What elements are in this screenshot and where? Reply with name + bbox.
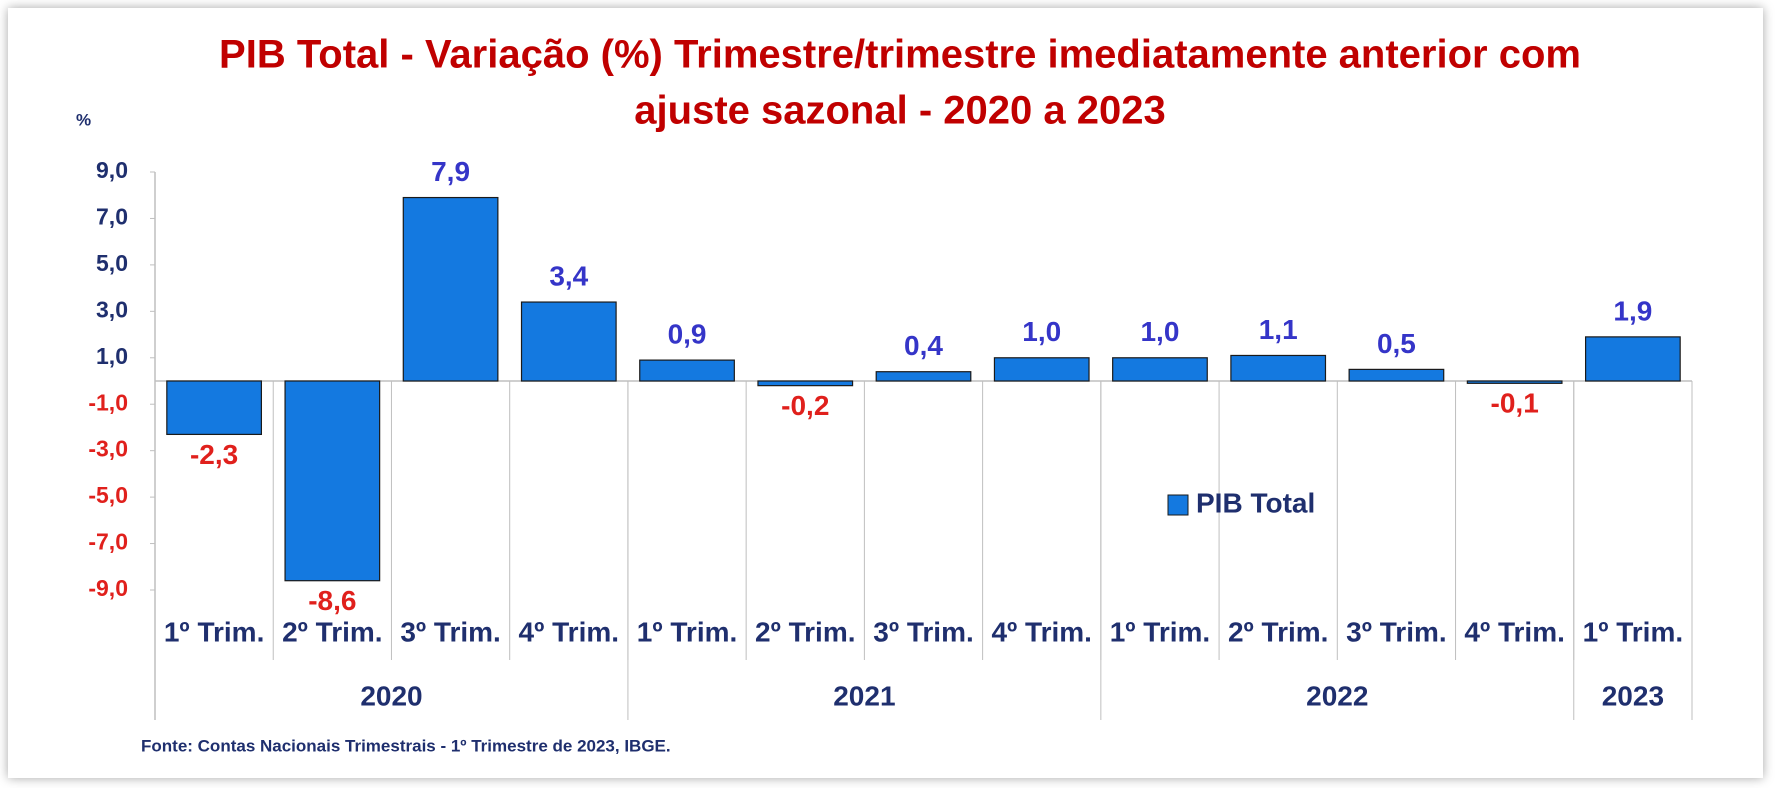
data-label: 3,4 <box>549 260 588 291</box>
data-label: -0,2 <box>781 390 829 421</box>
y-tick-label: -3,0 <box>88 436 128 462</box>
x-tick-label: 2º Trim. <box>755 616 856 647</box>
source-note: Fonte: Contas Nacionais Trimestrais - 1º… <box>141 736 671 755</box>
x-tick-label: 4º Trim. <box>1464 616 1565 647</box>
bar <box>284 380 381 582</box>
legend-label: PIB Total <box>1196 487 1315 518</box>
data-label: 1,1 <box>1259 314 1298 345</box>
x-tick-label: 3º Trim. <box>400 616 501 647</box>
bar <box>1230 354 1327 382</box>
x-tick-label: 3º Trim. <box>873 616 974 647</box>
y-tick-label: 5,0 <box>96 250 128 276</box>
y-tick-label: 1,0 <box>96 343 128 369</box>
chart-title: ajuste sazonal - 2020 a 2023 <box>634 89 1165 133</box>
group-label: 2021 <box>833 680 895 711</box>
group-label: 2023 <box>1602 680 1664 711</box>
x-tick-label: 1º Trim. <box>1110 616 1211 647</box>
bar <box>757 380 854 387</box>
x-tick-label: 1º Trim. <box>1583 616 1684 647</box>
data-label: 1,0 <box>1140 316 1179 347</box>
x-tick-label: 1º Trim. <box>637 616 738 647</box>
x-tick-label: 4º Trim. <box>519 616 620 647</box>
group-label: 2020 <box>360 680 422 711</box>
data-label: 0,9 <box>668 318 707 349</box>
group-label: 2022 <box>1306 680 1368 711</box>
bar <box>520 301 617 382</box>
bar <box>1584 336 1681 382</box>
x-tick-label: 3º Trim. <box>1346 616 1447 647</box>
bar <box>402 196 499 382</box>
bar <box>1112 357 1208 382</box>
data-label: 1,9 <box>1613 295 1652 326</box>
x-tick-label: 4º Trim. <box>991 616 1092 647</box>
x-tick-label: 1º Trim. <box>164 616 265 647</box>
bar <box>166 380 263 436</box>
bar <box>875 371 972 382</box>
data-label: -8,6 <box>308 585 356 616</box>
chart-title: PIB Total - Variação (%) Trimestre/trime… <box>219 33 1581 77</box>
y-tick-label: 3,0 <box>96 296 128 322</box>
bar <box>1466 380 1563 384</box>
bar <box>639 359 735 382</box>
y-axis-label: % <box>76 110 91 129</box>
y-tick-label: -7,0 <box>88 529 128 555</box>
y-tick-label: 7,0 <box>96 204 128 230</box>
y-tick-label: -9,0 <box>88 575 128 601</box>
data-label: -0,1 <box>1491 388 1539 419</box>
data-label: 7,9 <box>431 156 470 187</box>
data-label: 0,4 <box>904 330 943 361</box>
y-tick-label: 9,0 <box>96 157 128 183</box>
bar <box>1348 368 1445 382</box>
bar <box>993 357 1090 382</box>
y-tick-label: -1,0 <box>88 389 128 415</box>
data-label: 0,5 <box>1377 328 1416 359</box>
x-tick-label: 2º Trim. <box>1228 616 1329 647</box>
x-tick-label: 2º Trim. <box>282 616 383 647</box>
y-tick-label: -5,0 <box>88 482 128 508</box>
data-label: 1,0 <box>1022 316 1061 347</box>
data-label: -2,3 <box>190 439 238 470</box>
legend-swatch <box>1167 494 1189 516</box>
